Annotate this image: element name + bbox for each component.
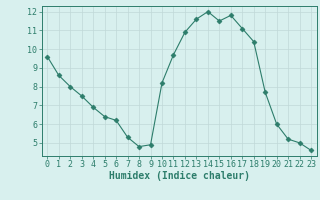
- X-axis label: Humidex (Indice chaleur): Humidex (Indice chaleur): [109, 171, 250, 181]
